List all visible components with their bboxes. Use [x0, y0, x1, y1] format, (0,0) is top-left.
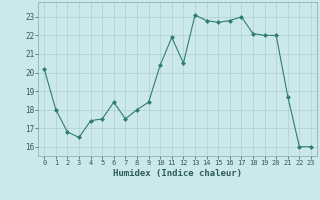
- X-axis label: Humidex (Indice chaleur): Humidex (Indice chaleur): [113, 169, 242, 178]
